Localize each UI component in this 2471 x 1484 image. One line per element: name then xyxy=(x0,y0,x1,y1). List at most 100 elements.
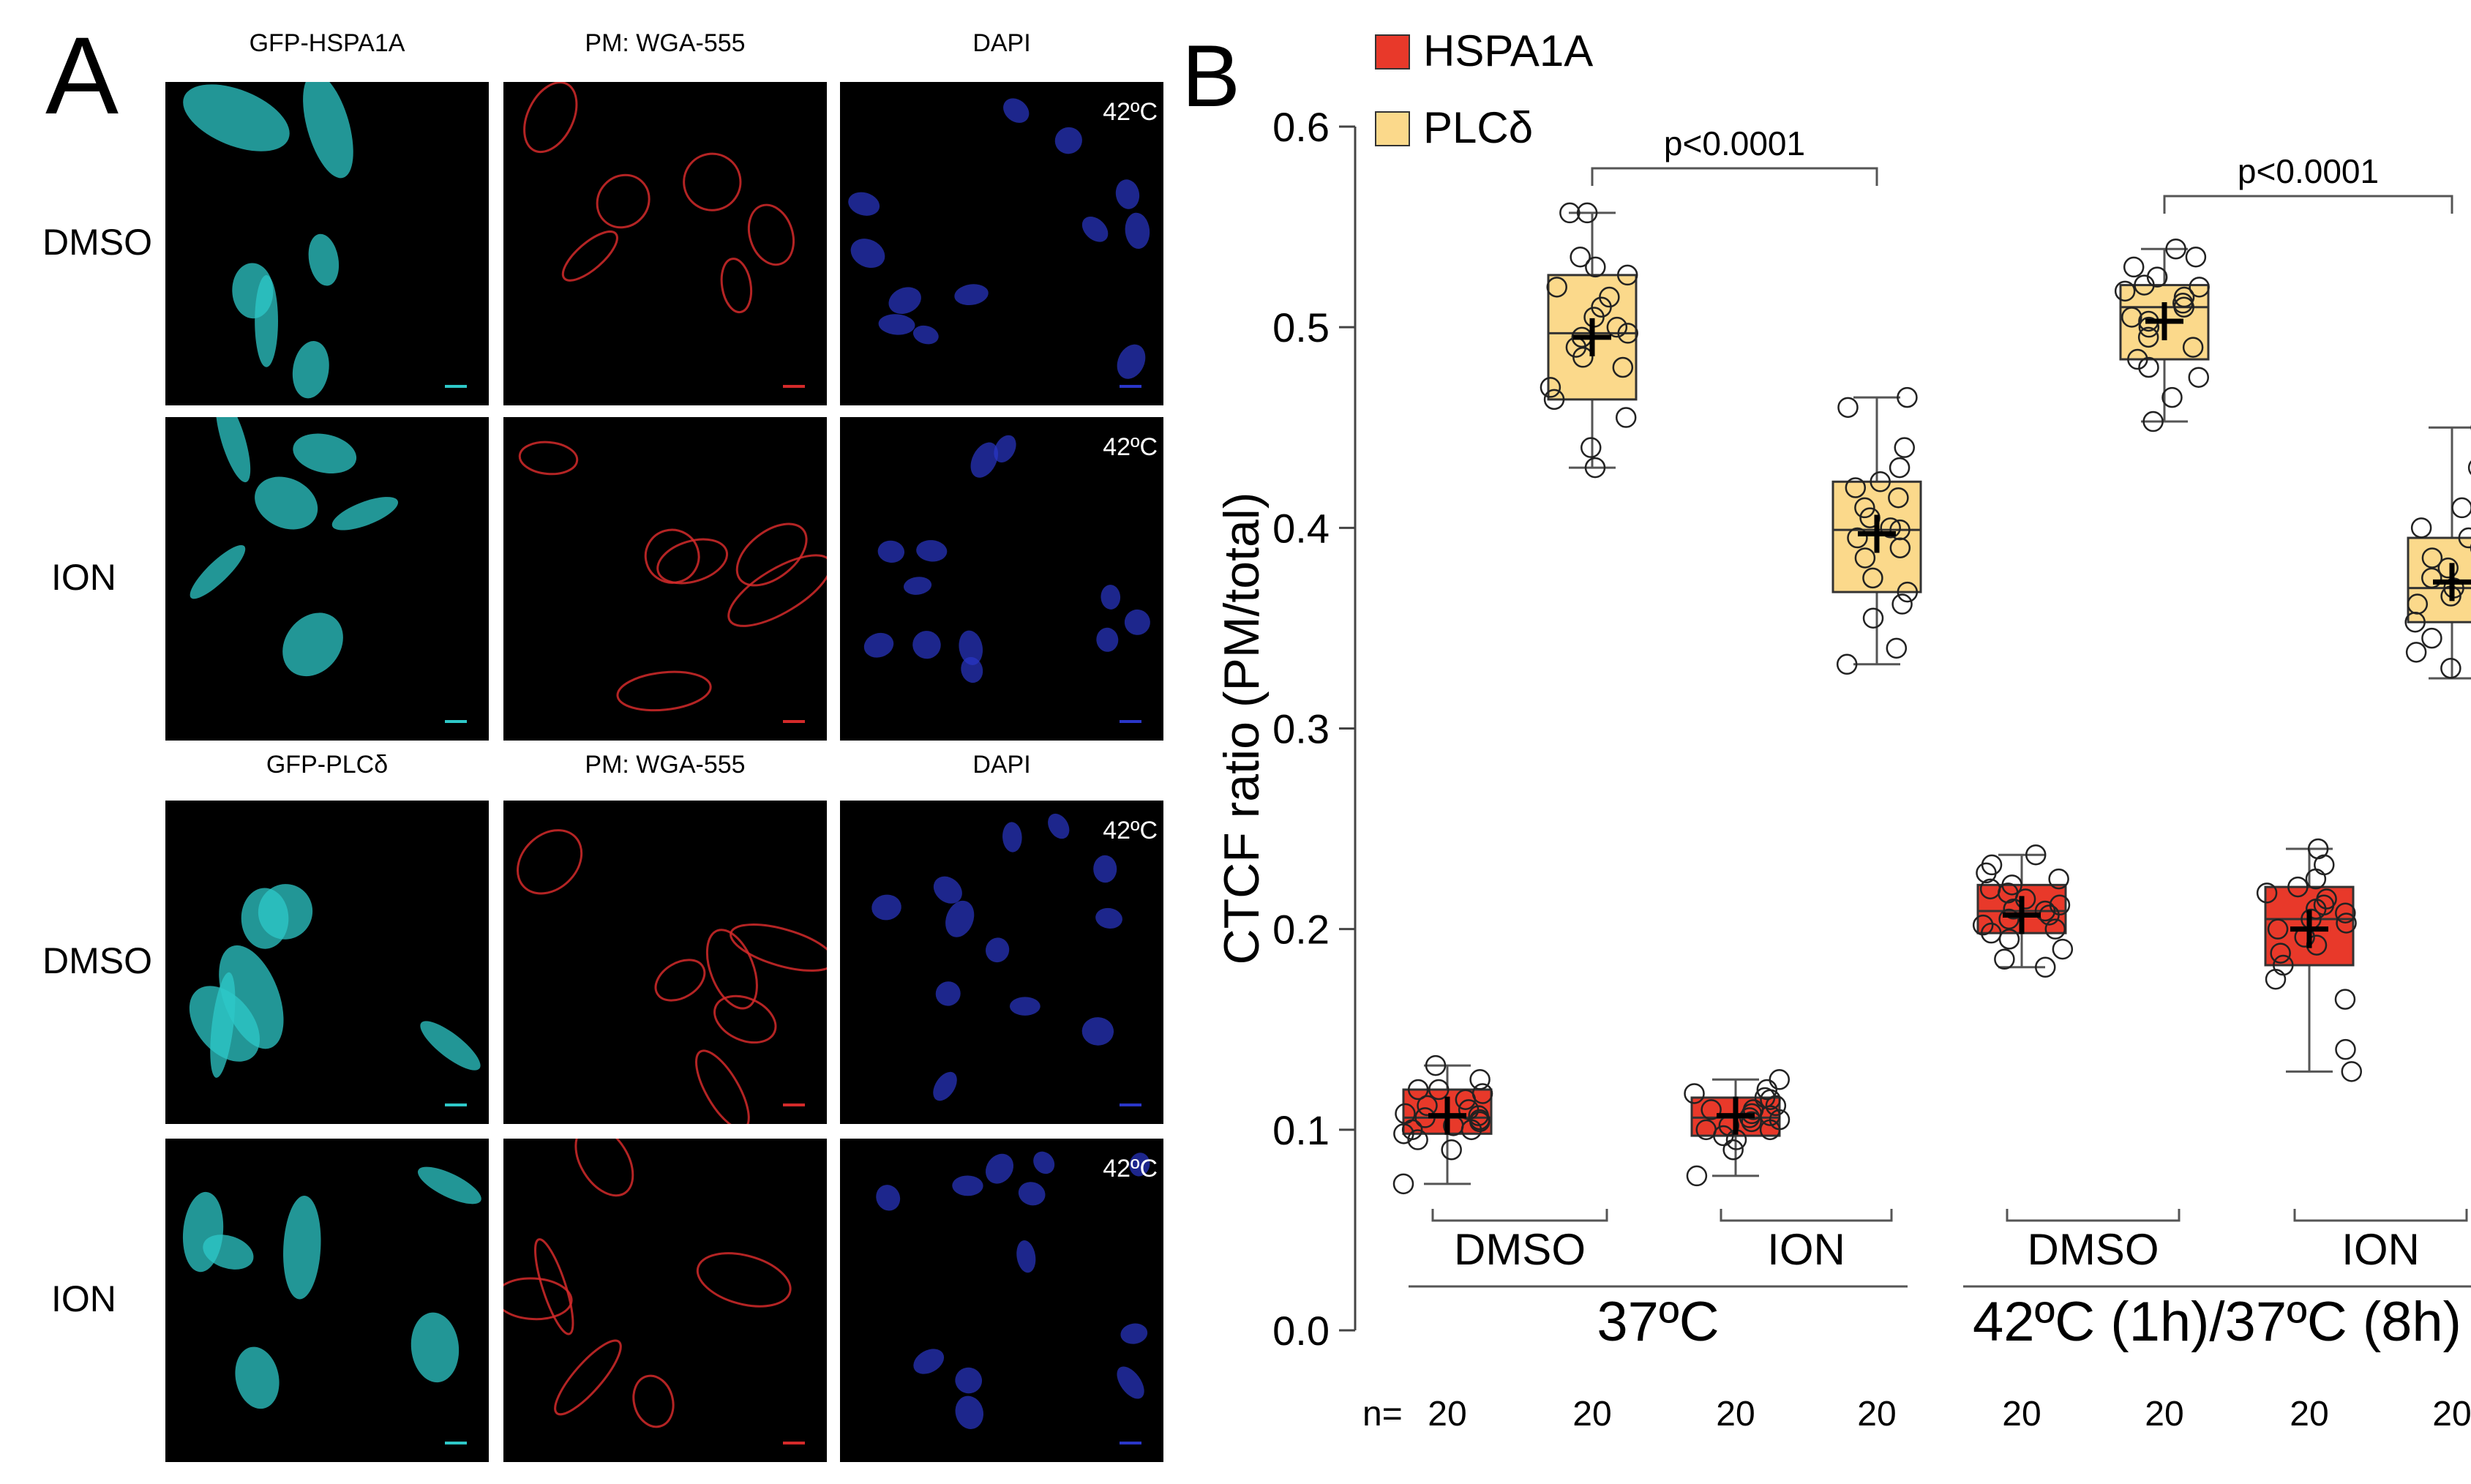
significance-bracket xyxy=(2163,195,2453,214)
n-value: 20 xyxy=(1572,1395,1611,1434)
cell-image xyxy=(503,1139,792,1428)
cell xyxy=(554,1339,622,1416)
nucleus xyxy=(986,937,1010,963)
cell xyxy=(518,441,579,476)
cell xyxy=(189,986,260,1062)
data-point xyxy=(1889,519,1911,541)
data-point xyxy=(1862,607,1884,629)
data-point xyxy=(2287,876,2309,898)
nucleus xyxy=(1117,1366,1144,1399)
data-point xyxy=(1756,1079,1778,1101)
data-point xyxy=(2451,497,2471,519)
nucleus xyxy=(888,287,921,314)
legend-swatch xyxy=(1375,34,1410,70)
data-point xyxy=(2052,938,2074,960)
data-point xyxy=(2256,882,2278,904)
nucleus xyxy=(1048,813,1070,839)
column-header: GFP-HSPA1A xyxy=(249,29,405,57)
cell-image xyxy=(190,417,399,677)
data-point xyxy=(2161,386,2183,408)
data-point xyxy=(1617,323,1638,344)
data-point xyxy=(1599,286,1620,308)
treatment-bracket xyxy=(1720,1209,1893,1222)
nucleus xyxy=(878,314,915,335)
cell xyxy=(696,1252,792,1308)
data-point xyxy=(1570,246,1591,268)
treatment-bracket xyxy=(2293,1209,2468,1222)
data-point xyxy=(1428,1079,1450,1101)
nucleus xyxy=(985,1153,1014,1184)
data-point xyxy=(1836,653,1858,675)
n-value: 20 xyxy=(1857,1395,1896,1434)
column-header: PM: WGA-555 xyxy=(585,751,746,779)
temperature-label: 42ºC xyxy=(1103,433,1158,461)
data-point xyxy=(2137,326,2159,348)
data-point xyxy=(1407,1079,1429,1101)
cell xyxy=(632,1374,675,1428)
data-point xyxy=(1862,567,1883,589)
cell xyxy=(503,1277,573,1321)
data-point xyxy=(1417,1095,1438,1117)
scale-bar xyxy=(783,1442,805,1444)
data-point xyxy=(1769,1109,1791,1131)
data-point xyxy=(1854,497,1875,519)
scale-bar xyxy=(445,1442,467,1444)
data-point xyxy=(1425,1054,1447,1076)
nucleus xyxy=(945,900,975,937)
cell xyxy=(656,538,729,585)
data-point xyxy=(1897,581,1919,603)
cell xyxy=(730,923,827,972)
cell xyxy=(720,258,753,314)
nucleus xyxy=(970,442,999,478)
cell xyxy=(534,1238,574,1335)
cell xyxy=(705,929,758,1010)
nucleus xyxy=(1009,997,1040,1016)
n-value: 20 xyxy=(2002,1395,2041,1434)
data-point xyxy=(2265,968,2287,990)
data-point xyxy=(2267,918,2289,940)
treatment-bracket xyxy=(2006,1209,2181,1222)
data-point xyxy=(1889,537,1911,558)
row-label: ION xyxy=(51,557,116,598)
nucleus xyxy=(863,632,894,658)
data-point xyxy=(2165,238,2186,260)
legend-label: HSPA1A xyxy=(1423,26,1593,75)
cell xyxy=(695,1049,750,1124)
data-point xyxy=(2421,547,2443,569)
n-value: 20 xyxy=(1716,1395,1755,1434)
nucleus xyxy=(1125,212,1150,250)
data-point xyxy=(1769,1069,1791,1090)
n-label: n= xyxy=(1362,1395,1403,1434)
data-point xyxy=(2025,844,2047,866)
cell xyxy=(574,1139,634,1197)
cell xyxy=(235,1346,280,1409)
data-point xyxy=(2270,943,2291,964)
cell-image xyxy=(876,1151,1150,1429)
micrograph-gfp xyxy=(165,1139,489,1462)
data-point xyxy=(1994,948,2015,970)
cell xyxy=(282,612,343,677)
nucleus xyxy=(1081,1017,1114,1046)
data-point xyxy=(1880,517,1901,539)
nucleus xyxy=(912,631,941,659)
nucleus xyxy=(933,1071,957,1101)
scale-bar xyxy=(445,720,467,723)
row-label: ION xyxy=(51,1278,116,1319)
micrograph-dapi: 42ºC xyxy=(840,801,1163,1124)
y-tick-label: 0.1 xyxy=(1272,1107,1330,1153)
cell xyxy=(258,884,313,940)
data-point xyxy=(1894,437,1915,458)
data-point xyxy=(1891,593,1913,615)
data-point xyxy=(1765,1095,1787,1117)
data-point xyxy=(1837,397,1859,419)
data-point xyxy=(1469,1069,1491,1090)
data-point xyxy=(1559,202,1581,224)
nucleus xyxy=(877,540,905,563)
data-point xyxy=(2458,527,2471,549)
data-point xyxy=(1847,527,1868,549)
data-point xyxy=(1742,1099,1764,1120)
temperature-label: 42ºC xyxy=(1103,98,1158,126)
data-point xyxy=(2405,642,2427,663)
nucleus xyxy=(1054,127,1082,154)
data-point xyxy=(2467,460,2471,476)
